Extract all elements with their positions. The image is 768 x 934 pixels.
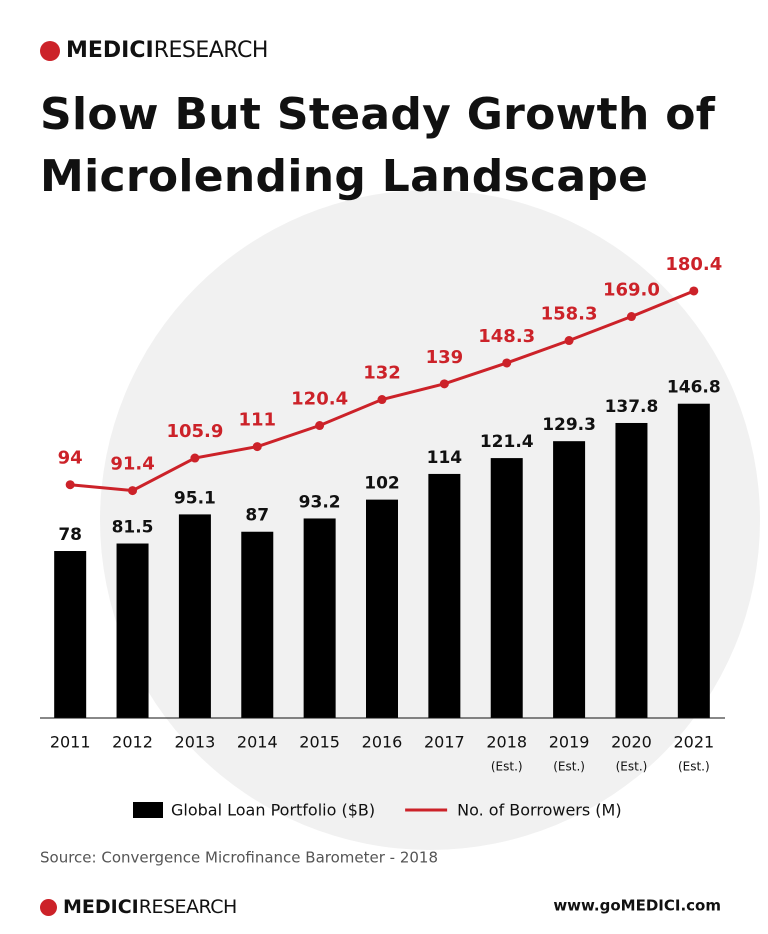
- bar-label: 114: [427, 448, 463, 468]
- x-tick-label: 2021: [673, 733, 714, 752]
- bar: [54, 551, 87, 718]
- x-tick-label: 2019: [549, 733, 590, 752]
- bar: [490, 458, 523, 718]
- bar-label: 78: [58, 525, 82, 545]
- source: Source: Convergence Microfinance Baromet…: [40, 849, 438, 867]
- line-point: [689, 286, 699, 296]
- legend-swatch: [133, 802, 163, 818]
- line-point: [252, 442, 262, 452]
- x-tick-label: 2013: [175, 733, 216, 752]
- x-tick-label: 2011: [50, 733, 91, 752]
- bar-label: 95.1: [174, 488, 216, 508]
- x-tick-label: 2020: [611, 733, 652, 752]
- x-tick-label: 2016: [362, 733, 403, 752]
- line-point: [128, 486, 138, 496]
- bar-label: 121.4: [480, 432, 534, 452]
- bar: [178, 514, 211, 718]
- bar: [553, 441, 586, 718]
- bar-label: 87: [245, 506, 269, 526]
- chart-title: Slow But Steady Growth of Microlending L…: [40, 89, 716, 202]
- bar-label: 102: [364, 474, 400, 494]
- brand-name: MEDICI: [66, 38, 154, 63]
- x-tick-note: (Est.): [553, 760, 585, 774]
- line-label: 94: [58, 448, 83, 469]
- bar: [241, 531, 274, 718]
- line-point: [315, 421, 325, 431]
- bar-label: 93.2: [299, 492, 341, 512]
- line-point: [65, 480, 75, 490]
- x-tick-label: 2018: [486, 733, 527, 752]
- bar-label: 137.8: [605, 397, 659, 417]
- bar-label: 81.5: [112, 518, 154, 538]
- x-tick-note: (Est.): [678, 760, 710, 774]
- brand-icon: [40, 40, 60, 61]
- line-label: 180.4: [665, 254, 722, 275]
- line-label: 105.9: [166, 421, 223, 442]
- line-label: 132: [363, 363, 401, 384]
- bar: [303, 518, 336, 718]
- brand-icon: [40, 898, 57, 916]
- x-tick-label: 2015: [299, 733, 340, 752]
- bar-label: 146.8: [667, 378, 721, 398]
- bar: [677, 403, 710, 718]
- brand-suffix: RESEARCH: [138, 896, 238, 918]
- line-point: [626, 312, 636, 322]
- website: www.goMEDICI.com: [553, 897, 721, 915]
- bar-label: 129.3: [542, 415, 596, 435]
- line-point: [190, 453, 200, 463]
- line-label: 111: [238, 410, 276, 431]
- bar: [366, 499, 398, 718]
- x-tick-label: 2012: [112, 733, 153, 752]
- line-point: [564, 336, 574, 346]
- brand-suffix: RESEARCH: [153, 38, 269, 63]
- line-point: [377, 395, 387, 405]
- x-tick-label: 2014: [237, 733, 278, 752]
- line-label: 158.3: [541, 304, 598, 325]
- legend-label: Global Loan Portfolio ($B): [171, 801, 375, 820]
- line-label: 91.4: [110, 454, 154, 475]
- brand-top: MEDICI RESEARCH: [40, 38, 268, 63]
- line-label: 148.3: [478, 326, 535, 347]
- x-tick-note: (Est.): [616, 760, 648, 774]
- brand-bottom: MEDICI RESEARCH: [40, 896, 237, 918]
- line-label: 139: [426, 347, 464, 368]
- legend-label: No. of Borrowers (M): [457, 801, 621, 820]
- bar: [116, 543, 149, 718]
- line-label: 120.4: [291, 389, 348, 410]
- x-tick-label: 2017: [424, 733, 465, 752]
- line-point: [439, 379, 449, 389]
- bar: [615, 422, 648, 718]
- x-tick-note: (Est.): [491, 760, 523, 774]
- bar: [428, 473, 461, 718]
- line-point: [502, 358, 512, 368]
- brand-name: MEDICI: [63, 896, 139, 918]
- line-label: 169.0: [603, 280, 660, 301]
